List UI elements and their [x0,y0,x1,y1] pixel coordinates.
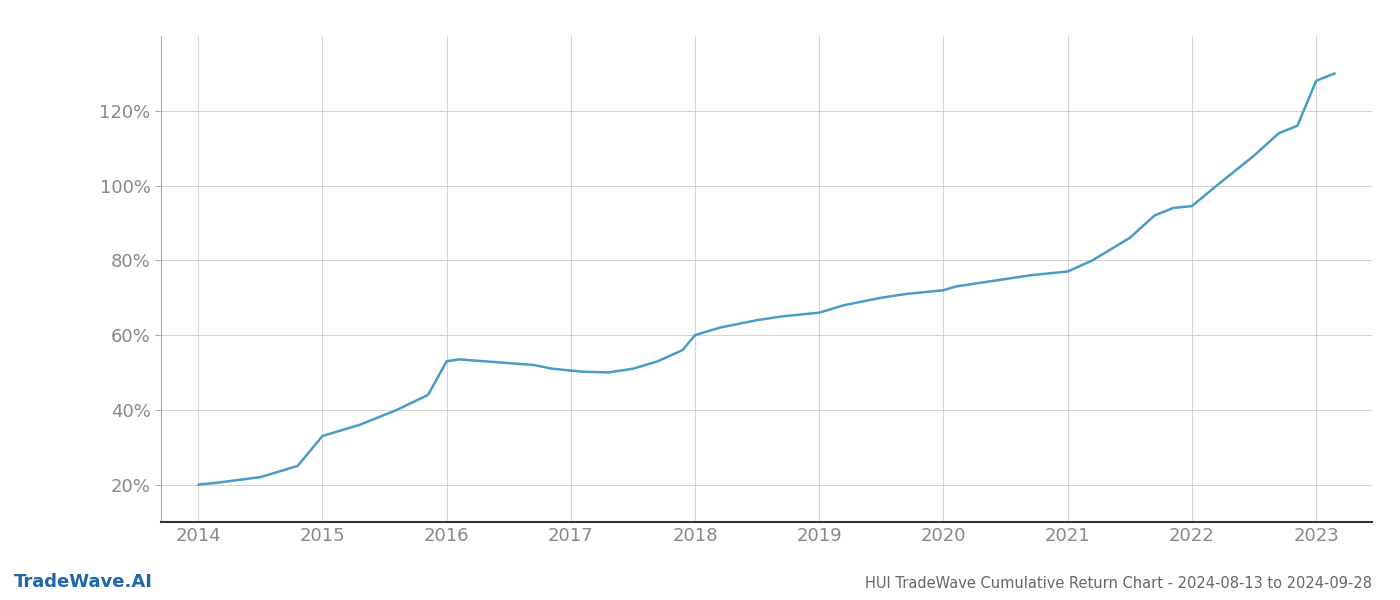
Text: TradeWave.AI: TradeWave.AI [14,573,153,591]
Text: HUI TradeWave Cumulative Return Chart - 2024-08-13 to 2024-09-28: HUI TradeWave Cumulative Return Chart - … [865,576,1372,591]
